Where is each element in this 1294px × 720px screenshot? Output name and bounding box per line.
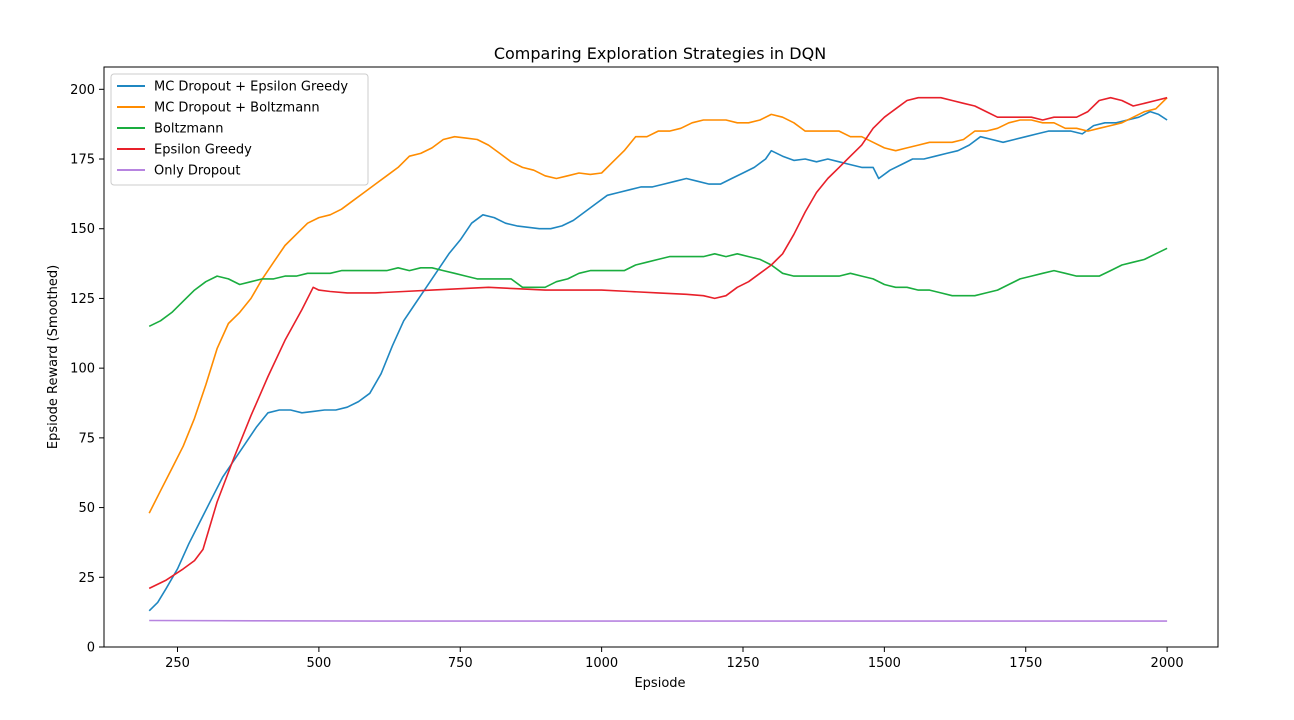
y-axis: 0 25 50 75 100 125 150 175 200 bbox=[70, 83, 104, 656]
series-line-4 bbox=[149, 619, 1168, 622]
x-axis: 250 500 750 1000 1250 1500 1750 2000 bbox=[165, 647, 1184, 671]
legend-box bbox=[110, 73, 369, 186]
y-tick-label-1: 25 bbox=[78, 571, 95, 586]
y-tick-label-5: 125 bbox=[70, 292, 95, 307]
y-axis-label: Epsiode Reward (Smoothed) bbox=[46, 265, 61, 449]
legend: MC Dropout + Epsilon Greedy MC Dropout + … bbox=[110, 73, 369, 186]
y-tick-label-0: 0 bbox=[87, 641, 95, 656]
x-tick-label-2: 750 bbox=[448, 656, 473, 671]
series-line-1 bbox=[148, 97, 1168, 514]
x-tick-label-6: 1750 bbox=[1009, 656, 1042, 671]
x-tick-label-1: 500 bbox=[306, 656, 331, 671]
series-layer bbox=[148, 96, 1168, 622]
series-line-3 bbox=[148, 96, 1168, 590]
y-tick-label-4: 100 bbox=[70, 362, 95, 377]
legend-entry-0: MC Dropout + Epsilon Greedy bbox=[154, 80, 348, 95]
legend-entry-1: MC Dropout + Boltzmann bbox=[154, 101, 320, 116]
y-tick-label-8: 200 bbox=[70, 83, 95, 98]
x-tick-label-0: 250 bbox=[165, 656, 190, 671]
x-tick-label-3: 1000 bbox=[585, 656, 618, 671]
series-line-0 bbox=[148, 110, 1168, 612]
legend-entry-2: Boltzmann bbox=[154, 122, 224, 137]
y-tick-label-6: 150 bbox=[70, 222, 95, 237]
x-tick-label-7: 2000 bbox=[1151, 656, 1184, 671]
plot-frame bbox=[103, 66, 1219, 648]
x-axis-label: Epsiode bbox=[634, 676, 685, 691]
y-tick-label-7: 175 bbox=[70, 153, 95, 168]
y-tick-label-3: 75 bbox=[78, 431, 95, 446]
y-tick-label-2: 50 bbox=[78, 501, 95, 516]
x-tick-label-4: 1250 bbox=[726, 656, 759, 671]
x-tick-label-5: 1500 bbox=[868, 656, 901, 671]
legend-entry-3: Epsilon Greedy bbox=[154, 143, 252, 158]
chart-title: Comparing Exploration Strategies in DQN bbox=[494, 44, 826, 63]
series-line-2 bbox=[148, 247, 1168, 328]
legend-entry-4: Only Dropout bbox=[154, 164, 240, 179]
